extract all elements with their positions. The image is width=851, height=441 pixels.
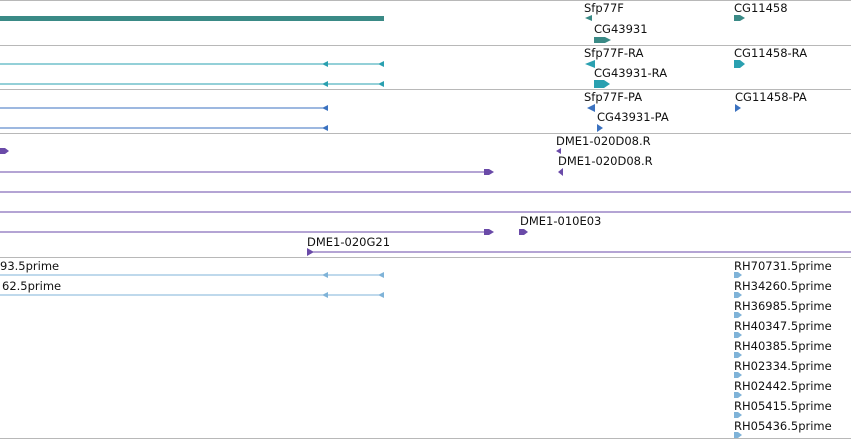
protein-label-cg43931-pa[interactable]: CG43931-PA <box>597 110 669 124</box>
est-marker <box>322 292 328 298</box>
est-label[interactable]: RH70731.5prime <box>734 259 832 273</box>
est-label[interactable]: RH40347.5prime <box>734 319 832 333</box>
sfp77f-pa-glyph[interactable] <box>587 104 595 112</box>
clone-end-glyph[interactable] <box>484 169 494 175</box>
est-glyph[interactable] <box>734 372 742 378</box>
exon-marker <box>322 61 328 67</box>
est-marker <box>378 272 384 278</box>
track-separator <box>0 89 851 90</box>
est-label[interactable]: RH02442.5prime <box>734 379 832 393</box>
sfp77f-ra-glyph[interactable] <box>585 60 595 68</box>
transcript-label-sfp77f-ra[interactable]: Sfp77F-RA <box>584 46 644 60</box>
est-glyph[interactable] <box>734 352 742 358</box>
protein-end-marker <box>322 105 328 111</box>
est-glyph[interactable] <box>734 292 742 298</box>
est-marker <box>322 272 328 278</box>
clone-label-dme1-010e03[interactable]: DME1-010E03 <box>520 214 602 228</box>
gene-feature-bar[interactable] <box>0 16 384 21</box>
est-glyph[interactable] <box>734 412 742 418</box>
gene-label-cg43931[interactable]: CG43931 <box>594 22 648 36</box>
protein-label-cg11458-pa[interactable]: CG11458-PA <box>735 90 807 104</box>
clone-label-dme1-020d08-a[interactable]: DME1-020D08.R <box>556 134 651 148</box>
est-glyph[interactable] <box>734 272 742 278</box>
dme1-020d08-glyph-2[interactable] <box>558 168 563 176</box>
track-separator <box>0 257 851 258</box>
track-separator <box>0 0 851 1</box>
gene-label-cg11458[interactable]: CG11458 <box>734 1 788 15</box>
exon-marker <box>378 61 384 67</box>
est-label[interactable]: RH40385.5prime <box>734 339 832 353</box>
est-marker <box>378 292 384 298</box>
est-label-left[interactable]: 62.5prime <box>2 279 62 293</box>
cg43931-pa-glyph[interactable] <box>597 124 603 132</box>
est-label[interactable]: RH36985.5prime <box>734 299 832 313</box>
cg11458-ra-glyph[interactable] <box>734 60 745 68</box>
est-label-left[interactable]: 93.5prime <box>0 259 60 273</box>
track-separator <box>0 45 851 46</box>
exon-marker <box>322 81 328 87</box>
gene-label-sfp77f[interactable]: Sfp77F <box>584 1 624 15</box>
protein-end-marker <box>322 125 328 131</box>
sfp77f-gene-glyph[interactable] <box>585 15 592 21</box>
dme1-020d08-glyph[interactable] <box>556 148 561 154</box>
cg11458-pa-glyph[interactable] <box>735 104 741 112</box>
clone-end-glyph[interactable] <box>484 229 494 235</box>
dme1-010e03-glyph[interactable] <box>519 229 528 235</box>
dme1-020g21-glyph[interactable] <box>307 248 314 256</box>
est-label[interactable]: RH02334.5prime <box>734 359 832 373</box>
est-glyph[interactable] <box>734 312 742 318</box>
est-glyph[interactable] <box>734 332 742 338</box>
est-glyph[interactable] <box>734 392 742 398</box>
cg11458-gene-glyph[interactable] <box>734 15 745 21</box>
est-label[interactable]: RH05436.5prime <box>734 419 832 433</box>
track-separator <box>0 438 851 439</box>
exon-marker <box>378 81 384 87</box>
clone-end-glyph[interactable] <box>0 148 9 154</box>
transcript-label-cg11458-ra[interactable]: CG11458-RA <box>734 46 808 60</box>
transcript-label-cg43931-ra[interactable]: CG43931-RA <box>594 66 668 80</box>
est-right-glyphs <box>734 272 742 438</box>
clone-label-dme1-020d08-b[interactable]: DME1-020D08.R <box>558 154 653 168</box>
clone-label-dme1-020g21[interactable]: DME1-020G21 <box>307 235 391 249</box>
est-label[interactable]: RH34260.5prime <box>734 279 832 293</box>
cg43931-ra-glyph[interactable] <box>594 80 610 88</box>
cg43931-gene-glyph[interactable] <box>594 37 611 43</box>
est-glyph[interactable] <box>734 432 742 438</box>
protein-label-sfp77f-pa[interactable]: Sfp77F-PA <box>584 90 643 104</box>
est-label[interactable]: RH05415.5prime <box>734 399 832 413</box>
track-separator <box>0 133 851 134</box>
